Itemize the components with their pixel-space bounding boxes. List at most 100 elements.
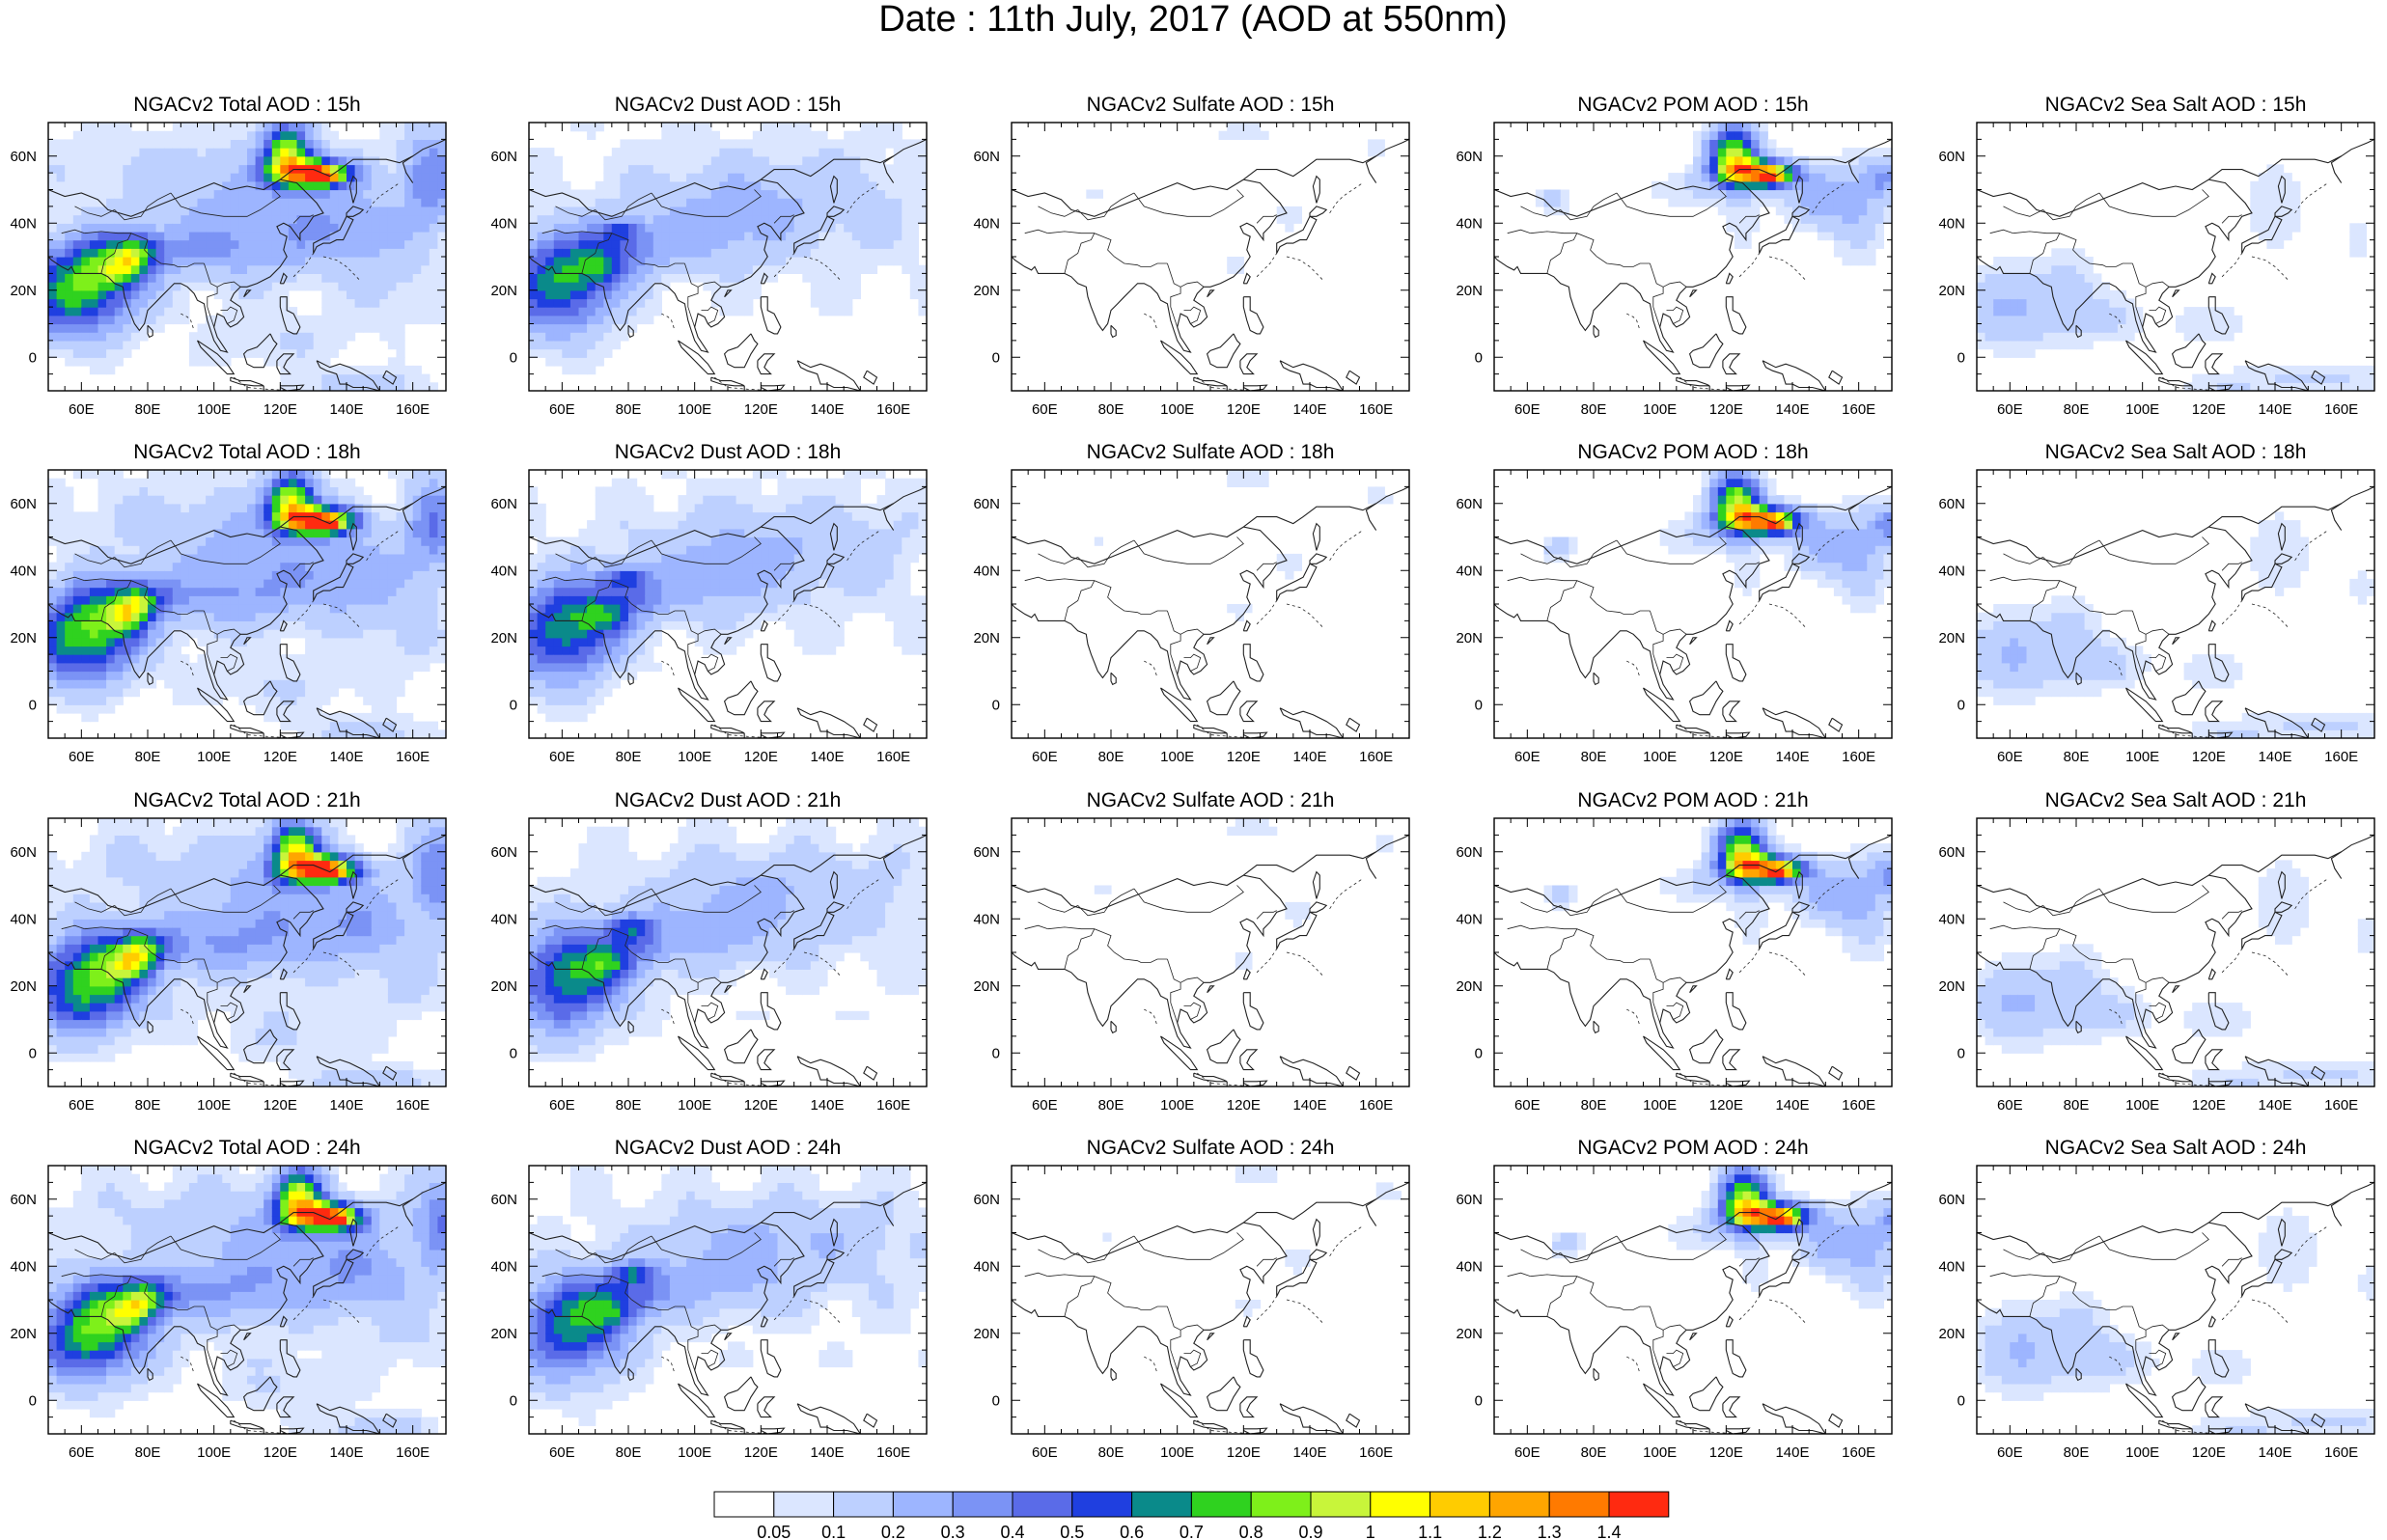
colorbar-swatch [1250,1491,1312,1518]
lon-tick-label: 100E [197,1097,231,1114]
lon-tick-label: 140E [2258,749,2291,765]
coastlines [48,138,446,391]
panel-title: NGACv2 Dust AOD : 15h [615,94,842,116]
lat-tick-label: 0 [992,349,1000,366]
colorbar-swatch [1012,1491,1073,1518]
panel-grid: NGACv2 Total AOD : 15h 60E 80E 100E 120E 140E… [10,94,2375,1461]
aod-field [529,123,927,391]
lon-tick-label: 100E [1643,749,1677,765]
panel-title: NGACv2 POM AOD : 18h [1577,441,1808,463]
lon-tick-label: 80E [1098,401,1124,418]
lat-tick-label: 40N [973,911,1000,927]
lon-tick-label: 60E [1997,1444,2023,1461]
colorbar-swatch [1310,1491,1372,1518]
lat-tick-label: 60N [973,496,1000,512]
lat-tick-label: 40N [973,1258,1000,1275]
colorbar-label: 1.1 [1418,1523,1442,1540]
map-panel-dust-3: NGACv2 Dust AOD : 24h 60E 80E 100E 120E 140E 1… [490,1137,928,1461]
aod-field [1012,123,1409,391]
lat-tick-label: 20N [10,630,37,646]
lon-tick-label: 60E [1032,401,1058,418]
lon-tick-label: 60E [1514,1097,1540,1114]
coastlines [1977,138,2374,391]
coastlines [48,1181,446,1434]
lat-tick-label: 40N [490,215,517,232]
colorbar-label: 0.4 [1000,1523,1024,1540]
lon-tick-label: 80E [135,749,161,765]
map-panel-pom-1: NGACv2 POM AOD : 18h 60E 80E 100E 120E 140E 16… [1456,441,1893,765]
panel-title: NGACv2 Dust AOD : 21h [615,789,842,811]
lat-tick-label: 60N [973,1192,1000,1208]
aod-field [48,1166,446,1434]
lon-tick-label: 80E [1581,1444,1607,1461]
lat-tick-label: 40N [1456,563,1483,579]
lon-tick-label: 80E [2064,1097,2090,1114]
map-panel-seasalt-2: NGACv2 Sea Salt AOD : 21h 60E 80E 100E 120E 1… [1938,789,2375,1114]
colorbar-swatch [1131,1491,1192,1518]
aod-field [1012,818,1409,1086]
colorbar-swatch [1429,1491,1490,1518]
lat-tick-label: 60N [490,149,517,165]
lon-tick-label: 120E [2192,1097,2226,1114]
lat-tick-label: 0 [29,349,37,366]
lon-tick-label: 120E [744,1097,778,1114]
map-panel-seasalt-3: NGACv2 Sea Salt AOD : 24h 60E 80E 100E 120E 1… [1938,1137,2375,1461]
lat-tick-label: 0 [1475,1392,1483,1409]
lat-tick-label: 60N [1456,496,1483,512]
lon-tick-label: 100E [2125,1097,2159,1114]
lon-tick-label: 160E [876,749,910,765]
lon-tick-label: 120E [1227,1097,1261,1114]
lat-tick-label: 60N [1456,149,1483,165]
colorbar-swatch [1190,1491,1252,1518]
coastlines [1012,834,1409,1086]
lon-tick-label: 100E [678,1097,711,1114]
lat-tick-label: 20N [1938,630,1965,646]
lon-tick-label: 140E [810,401,844,418]
lon-tick-label: 80E [2064,1444,2090,1461]
lat-tick-label: 60N [1938,1192,1965,1208]
lon-tick-label: 160E [1842,1444,1875,1461]
lat-tick-label: 20N [973,630,1000,646]
lon-tick-label: 120E [2192,749,2226,765]
lat-tick-label: 40N [10,215,37,232]
lat-tick-label: 60N [10,1192,37,1208]
lon-tick-label: 60E [1032,749,1058,765]
lat-tick-label: 40N [1938,911,1965,927]
lat-tick-label: 40N [1456,215,1483,232]
lat-tick-label: 20N [10,1326,37,1342]
lat-tick-label: 20N [973,1326,1000,1342]
lon-tick-label: 140E [1775,401,1809,418]
colorbar-label: 1.2 [1478,1523,1502,1540]
lat-tick-label: 40N [490,1258,517,1275]
colorbar-label: 1.3 [1538,1523,1562,1540]
panel-title: NGACv2 Dust AOD : 18h [615,441,842,463]
lon-tick-label: 80E [135,1097,161,1114]
lat-tick-label: 20N [1456,978,1483,995]
lon-tick-label: 60E [1997,401,2023,418]
lat-tick-label: 0 [29,1045,37,1061]
lon-tick-label: 120E [1227,401,1261,418]
lon-tick-label: 120E [264,401,297,418]
lon-tick-label: 80E [1581,749,1607,765]
lon-tick-label: 100E [1643,1444,1677,1461]
colorbar-swatch [1488,1491,1550,1518]
lat-tick-label: 20N [490,1326,517,1342]
lon-tick-label: 120E [1227,749,1261,765]
lon-tick-label: 60E [1032,1097,1058,1114]
coastlines [1977,1181,2374,1434]
lat-tick-label: 0 [510,349,517,366]
lon-tick-label: 80E [1581,401,1607,418]
lon-tick-label: 160E [2324,749,2358,765]
colorbar-label: 0.8 [1239,1523,1263,1540]
lat-tick-label: 0 [992,697,1000,713]
map-panel-dust-1: NGACv2 Dust AOD : 18h 60E 80E 100E 120E 140E 1… [490,441,928,765]
lon-tick-label: 100E [197,1444,231,1461]
colorbar-label: 0.05 [757,1523,791,1540]
lat-tick-label: 20N [1938,1326,1965,1342]
lat-tick-label: 60N [973,149,1000,165]
lat-tick-label: 20N [973,978,1000,995]
panel-title: NGACv2 Sulfate AOD : 15h [1087,94,1335,116]
lon-tick-label: 120E [2192,1444,2226,1461]
lon-tick-label: 60E [69,749,95,765]
